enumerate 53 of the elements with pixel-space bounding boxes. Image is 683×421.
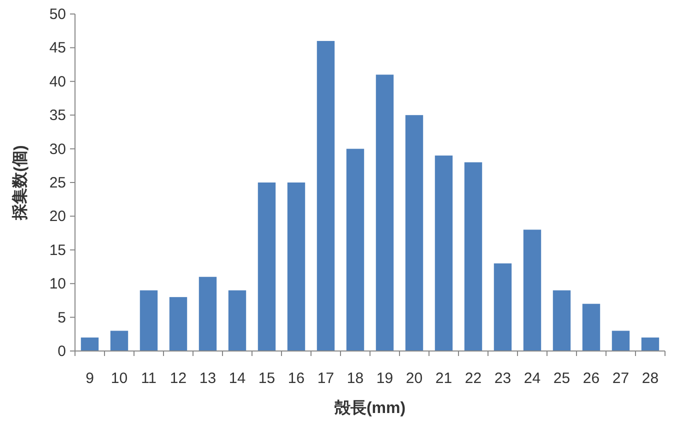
y-tick-label: 20 [49,208,66,226]
y-axis-title: 採集数(個) [11,145,29,221]
bar [494,263,512,351]
x-tick-label: 16 [288,370,305,387]
bar [198,276,217,351]
x-tick-label: 11 [140,370,157,387]
bar [80,338,99,351]
bar [376,74,394,351]
bar [552,290,571,351]
x-tick-label: 26 [582,370,600,387]
y-tick-label: 30 [49,140,66,158]
y-tick-label: 10 [49,276,66,293]
x-tick-label: 14 [228,370,246,387]
x-tick-label: 15 [258,370,276,387]
bar [582,304,600,351]
bar [169,297,188,351]
bar [641,338,660,351]
x-tick-label: 19 [376,370,394,387]
x-tick-label: 20 [406,370,423,387]
x-tick-label: 12 [170,370,187,387]
x-tick-label: 18 [346,370,364,387]
x-tick-label: 27 [612,370,630,387]
y-tick-label: 25 [49,174,66,192]
bar [228,290,246,351]
x-tick-label: 10 [110,370,128,387]
y-tick-label: 5 [58,309,66,326]
bar [110,330,128,351]
x-tick-label: 9 [86,370,94,387]
y-tick-label: 45 [49,40,66,57]
x-tick-label: 17 [317,370,334,387]
x-tick-label: 23 [494,370,512,387]
x-tick-label: 13 [199,370,216,387]
x-tick-label: 22 [464,370,482,387]
y-tick-label: 15 [49,242,66,259]
bar [258,182,276,351]
x-tick-label: 28 [642,370,659,387]
bar [434,156,453,351]
x-tick-label: 21 [435,370,452,387]
x-tick-label: 25 [553,370,570,387]
y-tick-label: 0 [58,343,66,360]
bar [346,148,364,351]
bar [287,182,306,351]
x-tick-label: 24 [524,370,541,387]
x-axis-title: 殻長(mm) [333,399,406,417]
bar [405,115,424,351]
y-tick-label: 50 [49,6,66,23]
bar [316,40,335,351]
bar [523,230,542,351]
bar [140,290,158,351]
y-tick-label: 40 [49,73,66,90]
y-tick-label: 35 [49,107,66,124]
bar [612,330,630,351]
bar [464,162,482,351]
